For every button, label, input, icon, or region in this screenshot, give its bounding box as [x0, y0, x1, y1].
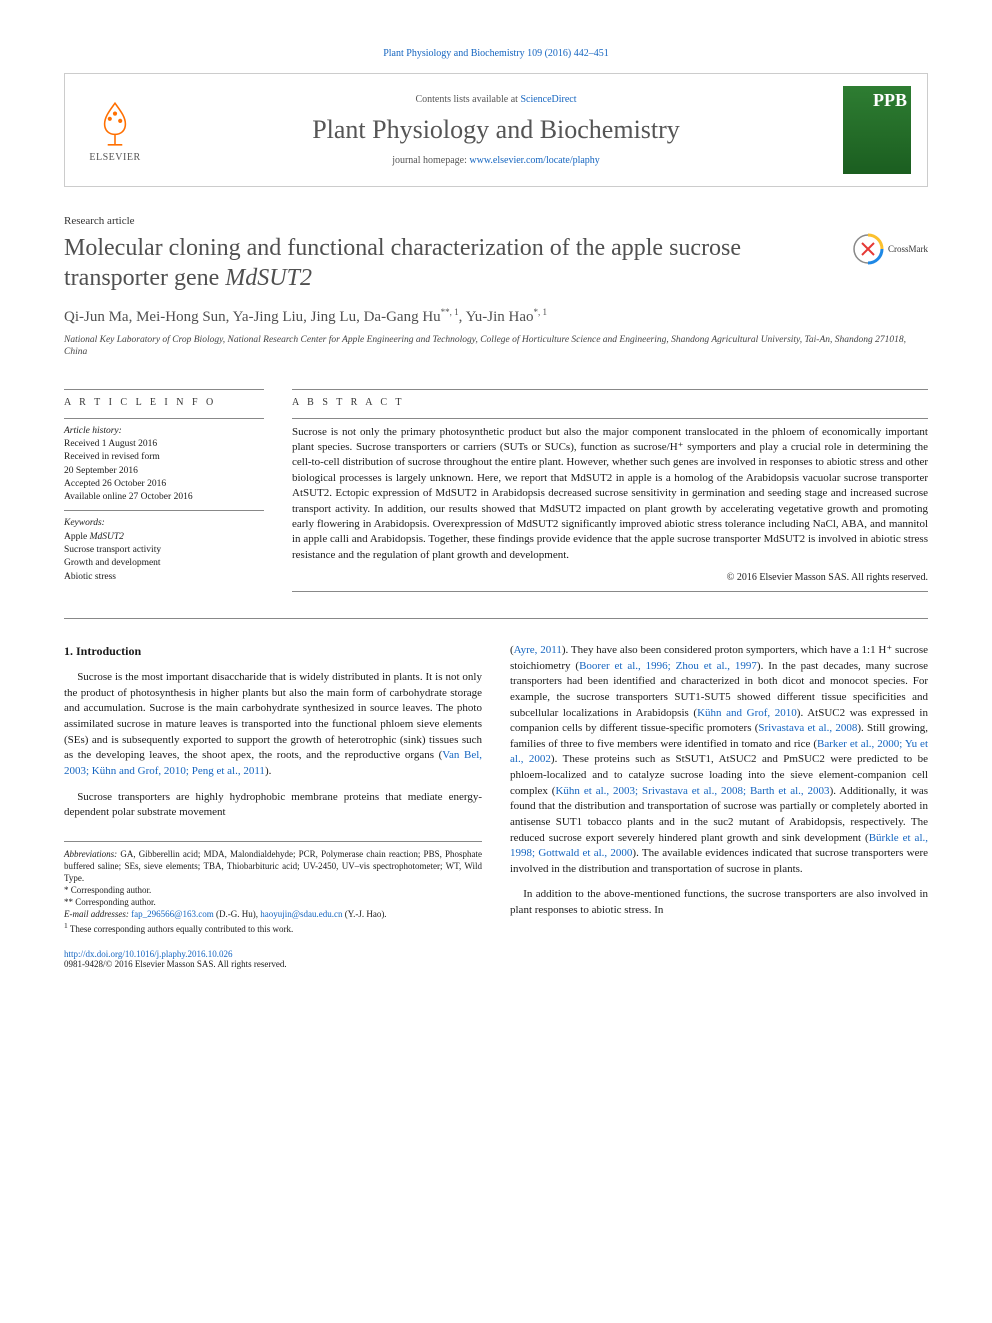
contents-available: Contents lists available at ScienceDirec… — [165, 94, 827, 105]
sciencedirect-link[interactable]: ScienceDirect — [520, 94, 576, 105]
crossmark-label: CrossMark — [888, 244, 928, 254]
affiliation: National Key Laboratory of Crop Biology,… — [64, 334, 928, 359]
abstract-copyright: © 2016 Elsevier Masson SAS. All rights r… — [292, 571, 928, 585]
received-date: Received 1 August 2016 — [64, 438, 264, 451]
bottom-doi-block: http://dx.doi.org/10.1016/j.plaphy.2016.… — [64, 949, 928, 969]
email-link[interactable]: haoyujin@sdau.edu.cn — [260, 909, 342, 919]
email-addresses: E-mail addresses: fap_296566@163.com (D.… — [64, 908, 482, 920]
email-link[interactable]: fap_296566@163.com — [129, 909, 214, 919]
page-container: Plant Physiology and Biochemistry 109 (2… — [0, 0, 992, 1009]
top-citation: Plant Physiology and Biochemistry 109 (2… — [64, 48, 928, 59]
citation-link[interactable]: Kühn and Grof, 2010 — [697, 707, 797, 719]
keyword: Growth and development — [64, 557, 264, 570]
abstract-text: Sucrose is not only the primary photosyn… — [292, 425, 928, 564]
elsevier-label: ELSEVIER — [89, 152, 140, 163]
corresponding-1: * Corresponding author. — [64, 884, 482, 896]
body-paragraph: (Ayre, 2011). They have also been consid… — [510, 643, 928, 877]
history-label: Article history: — [64, 426, 122, 436]
section-heading: 1. Introduction — [64, 643, 482, 660]
citation-link[interactable]: Kühn et al., 2003; Srivastava et al., 20… — [555, 785, 829, 797]
corresponding-2: ** Corresponding author. — [64, 896, 482, 908]
info-abstract-row: A R T I C L E I N F O Article history: R… — [64, 383, 928, 599]
accepted-date: Accepted 26 October 2016 — [64, 478, 264, 491]
body-paragraph: Sucrose transporters are highly hydropho… — [64, 790, 482, 821]
equal-contribution: 1 These corresponding authors equally co… — [64, 921, 482, 935]
keyword: Apple MdSUT2 — [64, 531, 264, 544]
body-paragraph: In addition to the above-mentioned funct… — [510, 887, 928, 918]
article-title: Molecular cloning and functional charact… — [64, 233, 840, 293]
abbreviations: Abbreviations: GA, Gibberellin acid; MDA… — [64, 848, 482, 884]
article-info: A R T I C L E I N F O Article history: R… — [64, 383, 264, 599]
online-date: Available online 27 October 2016 — [64, 491, 264, 504]
header-center: Contents lists available at ScienceDirec… — [165, 94, 827, 166]
revised-date-2: 20 September 2016 — [64, 465, 264, 478]
abstract: A B S T R A C T Sucrose is not only the … — [292, 383, 928, 599]
doi-link[interactable]: http://dx.doi.org/10.1016/j.plaphy.2016.… — [64, 949, 233, 959]
citation-link[interactable]: Ayre, 2011 — [514, 644, 562, 656]
journal-header: ELSEVIER Contents lists available at Sci… — [64, 73, 928, 187]
article-info-label: A R T I C L E I N F O — [64, 396, 264, 410]
body-paragraph: Sucrose is the most important disacchari… — [64, 670, 482, 779]
keywords-label: Keywords: — [64, 518, 105, 528]
elsevier-tree-icon — [89, 98, 141, 150]
elsevier-logo: ELSEVIER — [81, 92, 149, 168]
body-separator — [64, 618, 928, 619]
citation-link[interactable]: Srivastava et al., 2008 — [758, 722, 857, 734]
body-columns: 1. Introduction Sucrose is the most impo… — [64, 643, 928, 935]
authors: Qi-Jun Ma, Mei-Hong Sun, Ya-Jing Liu, Ji… — [64, 307, 928, 326]
title-row: Molecular cloning and functional charact… — [64, 233, 928, 293]
body-col-left: 1. Introduction Sucrose is the most impo… — [64, 643, 482, 935]
revised-date-1: Received in revised form — [64, 451, 264, 464]
body-col-right: (Ayre, 2011). They have also been consid… — [510, 643, 928, 935]
crossmark-badge[interactable]: CrossMark — [852, 233, 928, 265]
journal-name: Plant Physiology and Biochemistry — [165, 115, 827, 145]
journal-cover-thumb: PPB — [843, 86, 911, 174]
keyword: Abiotic stress — [64, 571, 264, 584]
citation-link[interactable]: Boorer et al., 1996; Zhou et al., 1997 — [579, 660, 757, 672]
issn-copyright: 0981-9428/© 2016 Elsevier Masson SAS. Al… — [64, 959, 928, 969]
abstract-label: A B S T R A C T — [292, 396, 928, 410]
crossmark-icon — [852, 233, 884, 265]
footnotes: Abbreviations: GA, Gibberellin acid; MDA… — [64, 841, 482, 935]
cover-abbrev: PPB — [873, 90, 907, 111]
journal-homepage: journal homepage: www.elsevier.com/locat… — [165, 155, 827, 166]
keyword: Sucrose transport activity — [64, 544, 264, 557]
article-type: Research article — [64, 215, 928, 227]
journal-homepage-link[interactable]: www.elsevier.com/locate/plaphy — [469, 155, 599, 166]
